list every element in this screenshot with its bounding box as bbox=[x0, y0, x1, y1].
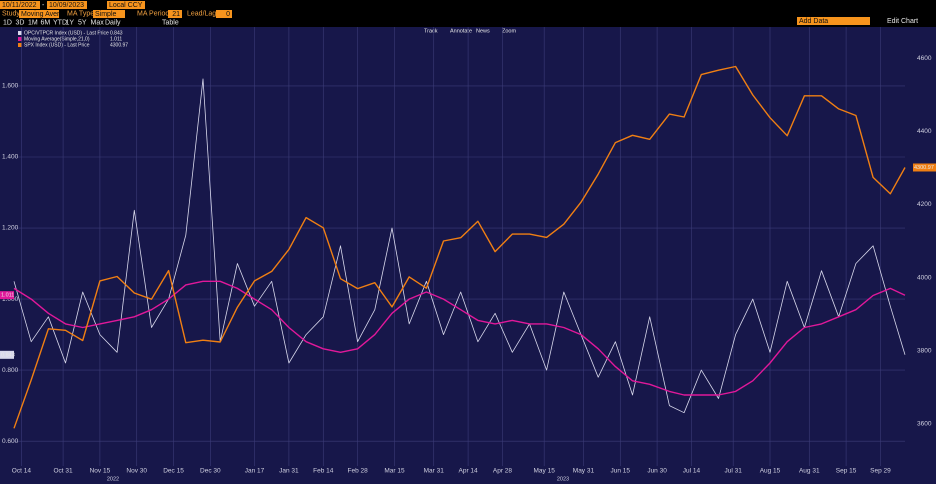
last-value-label: 4300.97 bbox=[914, 165, 934, 171]
y-tick-label: 1.400 bbox=[2, 154, 19, 161]
label: Study bbox=[2, 10, 20, 17]
x-tick-label: May 31 bbox=[573, 468, 595, 475]
x-tick-label: Nov 15 bbox=[90, 468, 111, 475]
y-tick-label: 0.600 bbox=[2, 438, 19, 445]
y-tick-label: 1.600 bbox=[2, 83, 19, 90]
frequency[interactable]: Daily bbox=[105, 19, 121, 26]
end-date[interactable]: 10/09/2023 bbox=[49, 2, 84, 9]
separator: - bbox=[42, 2, 45, 9]
field[interactable] bbox=[797, 17, 870, 25]
year-label: 2022 bbox=[107, 476, 119, 482]
last-value-box bbox=[0, 291, 14, 300]
period-button[interactable]: 5Y bbox=[78, 19, 87, 26]
period-button[interactable]: YTD bbox=[53, 19, 67, 26]
legend-swatch bbox=[18, 37, 22, 41]
last-value-label: 0.843 bbox=[1, 352, 15, 358]
legend-swatch bbox=[18, 31, 22, 35]
legend-entry: SPX Index (USD) - Last Price bbox=[24, 42, 90, 48]
add-data[interactable]: Add Data bbox=[799, 18, 828, 25]
legend-value: 0.843 bbox=[110, 30, 123, 36]
x-tick-label: Apr 28 bbox=[493, 468, 513, 475]
series-line bbox=[13, 78, 906, 414]
field[interactable] bbox=[107, 1, 145, 9]
x-tick-label: Jun 30 bbox=[647, 468, 667, 475]
x-tick-label: Jan 17 bbox=[245, 468, 265, 475]
x-tick-label: Sep 15 bbox=[836, 468, 857, 475]
legend-swatch bbox=[18, 43, 22, 47]
x-tick-label: Aug 15 bbox=[760, 468, 781, 475]
label: Lead/Lag bbox=[187, 10, 216, 17]
period-button[interactable]: 1Y bbox=[66, 19, 75, 26]
x-tick-label: Jun 15 bbox=[611, 468, 631, 475]
tool-button[interactable]: News bbox=[476, 28, 490, 34]
field[interactable] bbox=[0, 1, 40, 9]
y-tick-label: 1.200 bbox=[2, 225, 19, 232]
tool-button[interactable]: Track bbox=[424, 28, 438, 34]
x-tick-label: Feb 14 bbox=[313, 468, 334, 475]
x-tick-label: Oct 31 bbox=[54, 468, 74, 475]
x-tick-label: Jul 31 bbox=[725, 468, 743, 475]
year-label: 2023 bbox=[557, 476, 569, 482]
series-line bbox=[13, 65, 906, 429]
legend-bg bbox=[16, 29, 136, 53]
x-tick-label: Nov 30 bbox=[126, 468, 147, 475]
x-tick-label: Mar 15 bbox=[384, 468, 405, 475]
y2-tick-label: 4400 bbox=[917, 128, 932, 135]
y2-tick-label: 4600 bbox=[917, 55, 932, 62]
lead-lag[interactable]: 0 bbox=[226, 11, 230, 18]
period-button[interactable]: 1M bbox=[28, 19, 38, 26]
study[interactable]: Moving Aver bbox=[21, 11, 60, 18]
period-button[interactable]: 6M bbox=[41, 19, 51, 26]
start-date[interactable]: 10/11/2022 bbox=[2, 2, 37, 9]
ma-period[interactable]: 21 bbox=[172, 11, 180, 18]
period-button[interactable]: 1D bbox=[3, 19, 12, 26]
x-tick-label: Dec 30 bbox=[200, 468, 221, 475]
legend-entry: OPC/VTPCR Index (USD) - Last Price bbox=[24, 30, 109, 36]
tool-button[interactable]: Zoom bbox=[502, 28, 516, 34]
y2-tick-label: 4200 bbox=[917, 201, 932, 208]
period-button[interactable]: Max bbox=[91, 19, 105, 26]
y-tick-label: 0.800 bbox=[2, 367, 19, 374]
x-tick-label: May 15 bbox=[534, 468, 556, 475]
field[interactable] bbox=[19, 10, 59, 18]
tool-button[interactable]: Annotate bbox=[450, 28, 472, 34]
ma-type[interactable]: Simple bbox=[95, 11, 117, 18]
period-button[interactable]: 3D bbox=[16, 19, 25, 26]
label: MA Period bbox=[137, 10, 169, 17]
x-tick-label: Sep 29 bbox=[870, 468, 891, 475]
series-line bbox=[13, 280, 906, 396]
edit-chart[interactable]: Edit Chart bbox=[887, 18, 918, 25]
field[interactable] bbox=[93, 10, 125, 18]
legend-value: 1.011 bbox=[110, 36, 122, 42]
x-tick-label: Dec 15 bbox=[163, 468, 184, 475]
x-tick-label: Apr 14 bbox=[459, 468, 479, 475]
label: MA Type bbox=[67, 10, 94, 17]
legend: OPC/VTPCR Index (USD) - Last Price 0.843 M… bbox=[16, 29, 136, 53]
field[interactable] bbox=[168, 10, 182, 18]
field[interactable] bbox=[47, 1, 87, 9]
x-tick-label: Feb 28 bbox=[348, 468, 369, 475]
y-tick-label: 1.000 bbox=[2, 296, 19, 303]
field[interactable] bbox=[216, 10, 232, 18]
legend-value: 4300.97 bbox=[110, 42, 128, 48]
last-value-box bbox=[913, 163, 936, 172]
x-tick-label: Mar 31 bbox=[424, 468, 445, 475]
last-value-label: 1.011 bbox=[1, 293, 14, 299]
legend-entry: Moving Average(Simple,21,0) bbox=[24, 36, 90, 42]
y2-tick-label: 4000 bbox=[917, 274, 932, 281]
last-value-box bbox=[0, 350, 14, 359]
table-button[interactable]: Table bbox=[162, 19, 179, 26]
x-tick-label: Jan 31 bbox=[279, 468, 299, 475]
currency[interactable]: Local CCY bbox=[109, 2, 143, 9]
x-tick-label: Aug 31 bbox=[799, 468, 820, 475]
y2-tick-label: 3800 bbox=[917, 347, 932, 354]
y2-tick-label: 3600 bbox=[917, 421, 932, 428]
x-tick-label: Jul 14 bbox=[683, 468, 701, 475]
x-tick-label: Oct 14 bbox=[12, 468, 32, 475]
